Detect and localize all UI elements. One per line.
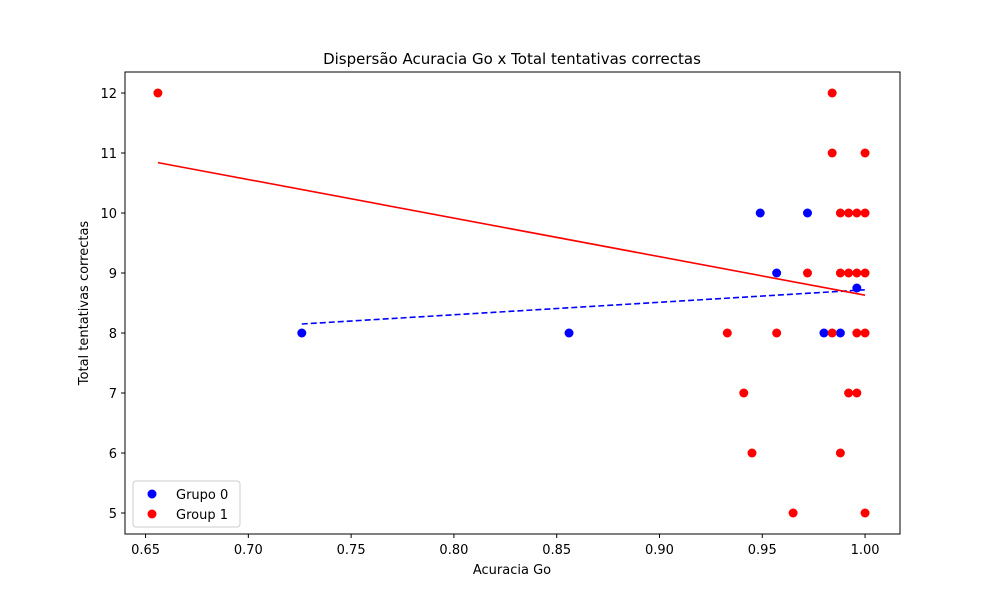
y-tick-label: 12 — [100, 87, 117, 102]
y-tick-label: 7 — [109, 387, 117, 402]
x-tick-label: 0.95 — [748, 543, 777, 558]
axes-frame — [124, 71, 901, 535]
x-tick-label: 0.70 — [234, 543, 263, 558]
series-0-point — [772, 268, 782, 278]
y-tick-label: 10 — [100, 207, 117, 222]
series-0-point — [835, 328, 845, 338]
series-1-point — [844, 388, 854, 398]
x-tick-label: 0.80 — [439, 543, 468, 558]
legend-marker — [147, 509, 157, 519]
legend-entry-label: Group 1 — [176, 508, 228, 523]
series-1-point — [772, 328, 782, 338]
series-1-point — [747, 448, 757, 458]
chart-title: Dispersão Acuracia Go x Total tentativas… — [323, 50, 701, 68]
plot-area: 0.65 0.70 0.75 0.80 0.85 0.90 0.95 1.00 5 6 7 8 9 10 1… — [100, 71, 901, 558]
x-tick-label: 0.65 — [131, 543, 160, 558]
x-axis-label: Acuracia Go — [473, 563, 551, 578]
y-tick-label: 5 — [109, 507, 117, 522]
series-1-point — [827, 328, 837, 338]
legend-entry-label: Grupo 0 — [176, 488, 228, 503]
series-1-point — [852, 328, 862, 338]
series-0-point — [819, 328, 829, 338]
series-0-trendline — [301, 289, 866, 325]
series-1-point — [860, 208, 870, 218]
series-1-point — [788, 508, 798, 518]
series-1-point — [860, 328, 870, 338]
x-tick-label: 1.00 — [851, 543, 880, 558]
series-1-point — [835, 268, 845, 278]
series-1-point — [844, 268, 854, 278]
series-1-point — [739, 388, 749, 398]
y-axis-label: Total tentativas correctas — [77, 221, 92, 387]
y-tick-label: 11 — [100, 147, 117, 162]
x-tick-label: 0.85 — [542, 543, 571, 558]
y-tick-label: 8 — [109, 327, 117, 342]
series-1-point — [722, 328, 732, 338]
x-tick-label: 0.90 — [645, 543, 674, 558]
legend: Grupo 0 Group 1 — [132, 480, 241, 528]
series-1-trendline — [157, 161, 866, 296]
series-1-point — [852, 388, 862, 398]
series-0-point — [755, 208, 765, 218]
series-1-point — [852, 268, 862, 278]
series-0-point — [564, 328, 574, 338]
series-0-point — [802, 208, 812, 218]
x-tick-label: 0.75 — [337, 543, 366, 558]
y-tick-label: 9 — [109, 267, 117, 282]
series-0-point — [297, 328, 307, 338]
legend-marker — [147, 489, 157, 499]
series-1-point — [860, 508, 870, 518]
series-1-point — [844, 208, 854, 218]
y-tick-label: 6 — [109, 447, 117, 462]
series-1-point — [860, 148, 870, 158]
legend-box — [132, 480, 241, 528]
series-1-point — [827, 148, 837, 158]
series-1-point — [835, 448, 845, 458]
series-1-point — [852, 208, 862, 218]
series-1-point — [802, 268, 812, 278]
series-1-point — [860, 268, 870, 278]
series-1-point — [835, 208, 845, 218]
series-1-point — [153, 88, 163, 98]
series-1-point — [827, 88, 837, 98]
